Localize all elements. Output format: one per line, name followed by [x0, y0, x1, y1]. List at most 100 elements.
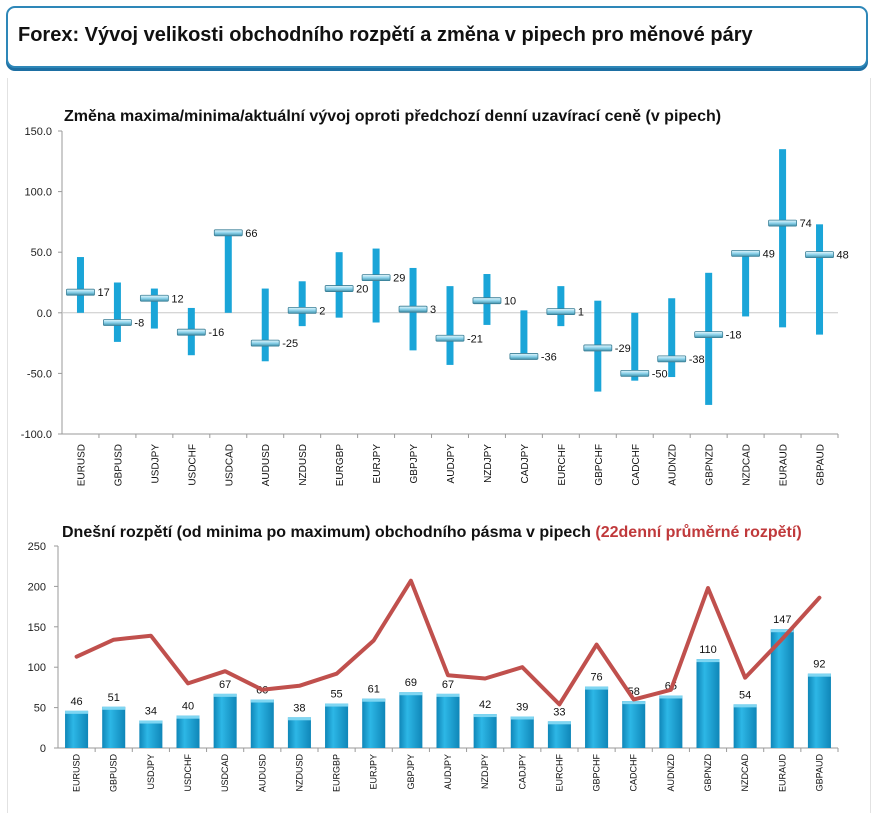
chart2-bar-cap	[622, 701, 646, 705]
chart2-data-label: 39	[516, 701, 528, 713]
chart1-current-marker	[731, 250, 761, 257]
chart2-bar	[659, 695, 683, 748]
chart2-bar	[547, 721, 571, 748]
chart1-x-tick-label: EURAUD	[779, 444, 790, 486]
chart2-average-line	[74, 578, 822, 707]
chart2-y-tick-label: 250	[28, 541, 46, 553]
chart1-range-bar	[298, 281, 306, 327]
chart1-range-bar	[150, 288, 158, 329]
chart2-bar	[65, 710, 89, 748]
chart1-data-label: 66	[245, 228, 257, 240]
chart1-current-marker	[805, 251, 834, 259]
chart2-x-tick-label: USDCAD	[220, 754, 230, 793]
chart2-data-label: 67	[219, 679, 231, 691]
chart2-bar	[622, 701, 646, 748]
chart2-x-tick-label: NZDCAD	[740, 754, 750, 792]
chart2-bar-cap	[770, 629, 794, 633]
chart1-data-label: 1	[578, 307, 584, 319]
chart2-x-tick-label: EURAUD	[777, 754, 787, 793]
chart2-y-tick-label: 50	[34, 703, 46, 715]
chart1-x-tick-label: GBPNZD	[705, 444, 716, 486]
chart1-data-label: -8	[134, 317, 144, 329]
chart2-data-label: 67	[442, 679, 454, 691]
chart2-bar-cap	[213, 693, 237, 697]
chart1-range-bar	[557, 286, 565, 327]
chart2-bar-cap	[399, 692, 423, 696]
page-title: Forex: Vývoj velikosti obchodního rozpět…	[18, 24, 753, 46]
chart2-y-tick-label: 100	[28, 662, 46, 674]
chart2-y-tick-label: 0	[40, 743, 46, 755]
chart1-y-tick-label: 100.0	[24, 187, 52, 199]
chart1-x-tick-label: AUDJPY	[446, 444, 457, 484]
chart1-range-bar	[742, 250, 750, 317]
chart2-bar	[436, 693, 460, 748]
chart1-x-tick-label: CADCHF	[631, 444, 642, 486]
chart1-data-label: -36	[541, 351, 557, 363]
chart1-range-bar	[113, 282, 121, 342]
chart1-x-tick-label: EURGBP	[335, 444, 346, 487]
chart2-x-tick-label: AUDNZD	[666, 754, 676, 792]
chart2-bar	[696, 659, 720, 748]
chart2-data-label: 51	[108, 692, 120, 704]
chart2-x-tick-label: AUDUSD	[257, 754, 267, 793]
chart2-x-tick-label: GBPJPY	[406, 754, 416, 790]
chart1-current-marker	[103, 319, 132, 326]
chart1-x-tick-label: EURUSD	[76, 444, 87, 486]
chart2-bar	[176, 715, 200, 748]
chart1-x-tick-label: CADJPY	[520, 444, 531, 484]
chart2-x-tick-label: EURGBP	[332, 754, 342, 792]
chart2-x-tick-label: EURUSD	[72, 754, 82, 793]
chart1-y-tick-label: 150.0	[24, 126, 52, 138]
chart2-bar	[250, 699, 274, 748]
chart2-bar-cap	[659, 695, 683, 699]
chart2-x-tick-label: GBPCHF	[592, 754, 602, 792]
chart2-x-tick-label: GBPAUD	[814, 754, 824, 792]
chart1-current-marker	[66, 288, 95, 296]
chart1-current-marker	[620, 369, 650, 377]
chart2-bar-cap	[436, 693, 460, 697]
chart2-bar-cap	[65, 710, 89, 714]
chart2-x-tick-label: USDJPY	[146, 754, 156, 790]
chart2-data-label: 46	[70, 696, 82, 708]
chart1-current-marker	[583, 344, 613, 352]
chart2-x-tick-label: EURJPY	[369, 754, 379, 790]
chart2-bar	[585, 686, 609, 748]
chart2-bar-cap	[176, 715, 200, 719]
chart1-data-label: -29	[615, 343, 631, 355]
chart1-y-tick-label: -50.0	[27, 368, 52, 380]
chart1-data-label: 17	[97, 287, 109, 299]
chart1-title: Změna maxima/minima/aktuální vývoj oprot…	[64, 108, 722, 125]
chart1-current-marker	[657, 355, 687, 363]
chart2-subtitle: (22denní průměrné rozpětí)	[595, 524, 802, 541]
chart2-data-label: 55	[330, 689, 342, 701]
chart2-bar-cap	[733, 704, 757, 708]
chart2-bar	[770, 629, 794, 748]
chart1-x-tick-label: GBPJPY	[409, 444, 420, 484]
chart1-current-marker	[324, 285, 354, 292]
chart1-y-tick-label: -100.0	[21, 429, 52, 441]
chart2-data-label: 40	[182, 701, 194, 713]
chart1-y-tick-label: 0.0	[37, 308, 52, 320]
chart2-x-tick-label: NZDJPY	[480, 754, 490, 789]
chart2-bar	[399, 692, 423, 748]
chart2-bar-cap	[547, 721, 571, 725]
chart2-bar	[473, 714, 497, 748]
chart1-current-marker	[213, 229, 243, 237]
chart2-title-main: Dnešní rozpětí (od minima po maximum) ob…	[62, 524, 591, 541]
chart2-bar-cap	[696, 659, 720, 663]
chart2-bar-cap	[510, 716, 534, 720]
chart2-y-tick-label: 200	[28, 581, 46, 593]
chart2-data-label: 38	[293, 702, 305, 714]
chart1-data-label: -18	[726, 330, 742, 342]
chart2-x-tick-label: NZDUSD	[294, 754, 304, 792]
chart1-x-tick-label: NZDJPY	[483, 444, 494, 483]
chart2-bar-cap	[102, 706, 126, 710]
chart1-range-bar	[261, 288, 269, 362]
chart2-bar-cap	[325, 703, 349, 707]
chart1-range-bar	[631, 312, 639, 381]
chart1-x-tick-label: AUDUSD	[261, 444, 272, 486]
chart1-range-bar	[816, 224, 824, 335]
chart2-bar-cap	[807, 673, 831, 677]
